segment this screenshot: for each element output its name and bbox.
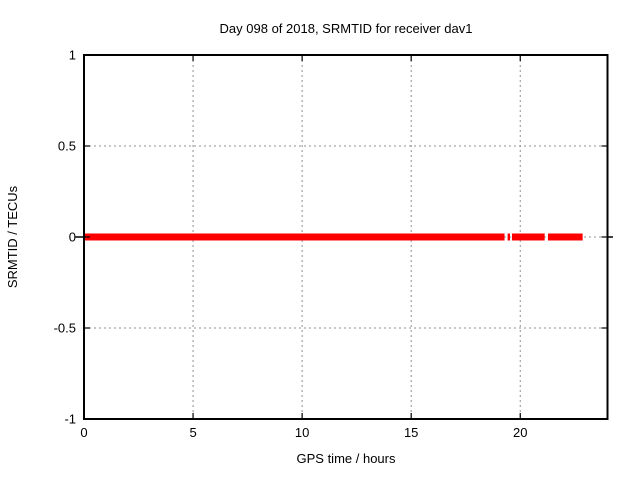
y-tick-label: -0.5	[54, 321, 76, 336]
axes-layer	[75, 54, 613, 420]
x-tick-label: 20	[513, 425, 527, 440]
y-tick-label: 0.5	[58, 139, 76, 154]
tick-label-layer: 0 5 10 15 20 -1 -0.5 0 0.5 1	[54, 48, 528, 441]
y-tick-label: 0	[69, 230, 76, 245]
data-segment	[507, 233, 510, 241]
x-axis-label: GPS time / hours	[297, 451, 396, 466]
data-segment	[547, 233, 583, 241]
series-layer	[84, 233, 583, 241]
data-segment	[511, 233, 545, 241]
x-tick-label: 5	[189, 425, 196, 440]
y-tick-label: 1	[69, 48, 76, 63]
x-tick-label: 0	[80, 425, 87, 440]
x-tick-label: 10	[295, 425, 309, 440]
x-tick-label: 15	[404, 425, 418, 440]
data-segment	[84, 233, 505, 241]
y-tick-label: -1	[64, 412, 76, 427]
chart-title: Day 098 of 2018, SRMTID for receiver dav…	[220, 21, 473, 36]
y-axis-label: SRMTID / TECUs	[5, 185, 20, 288]
